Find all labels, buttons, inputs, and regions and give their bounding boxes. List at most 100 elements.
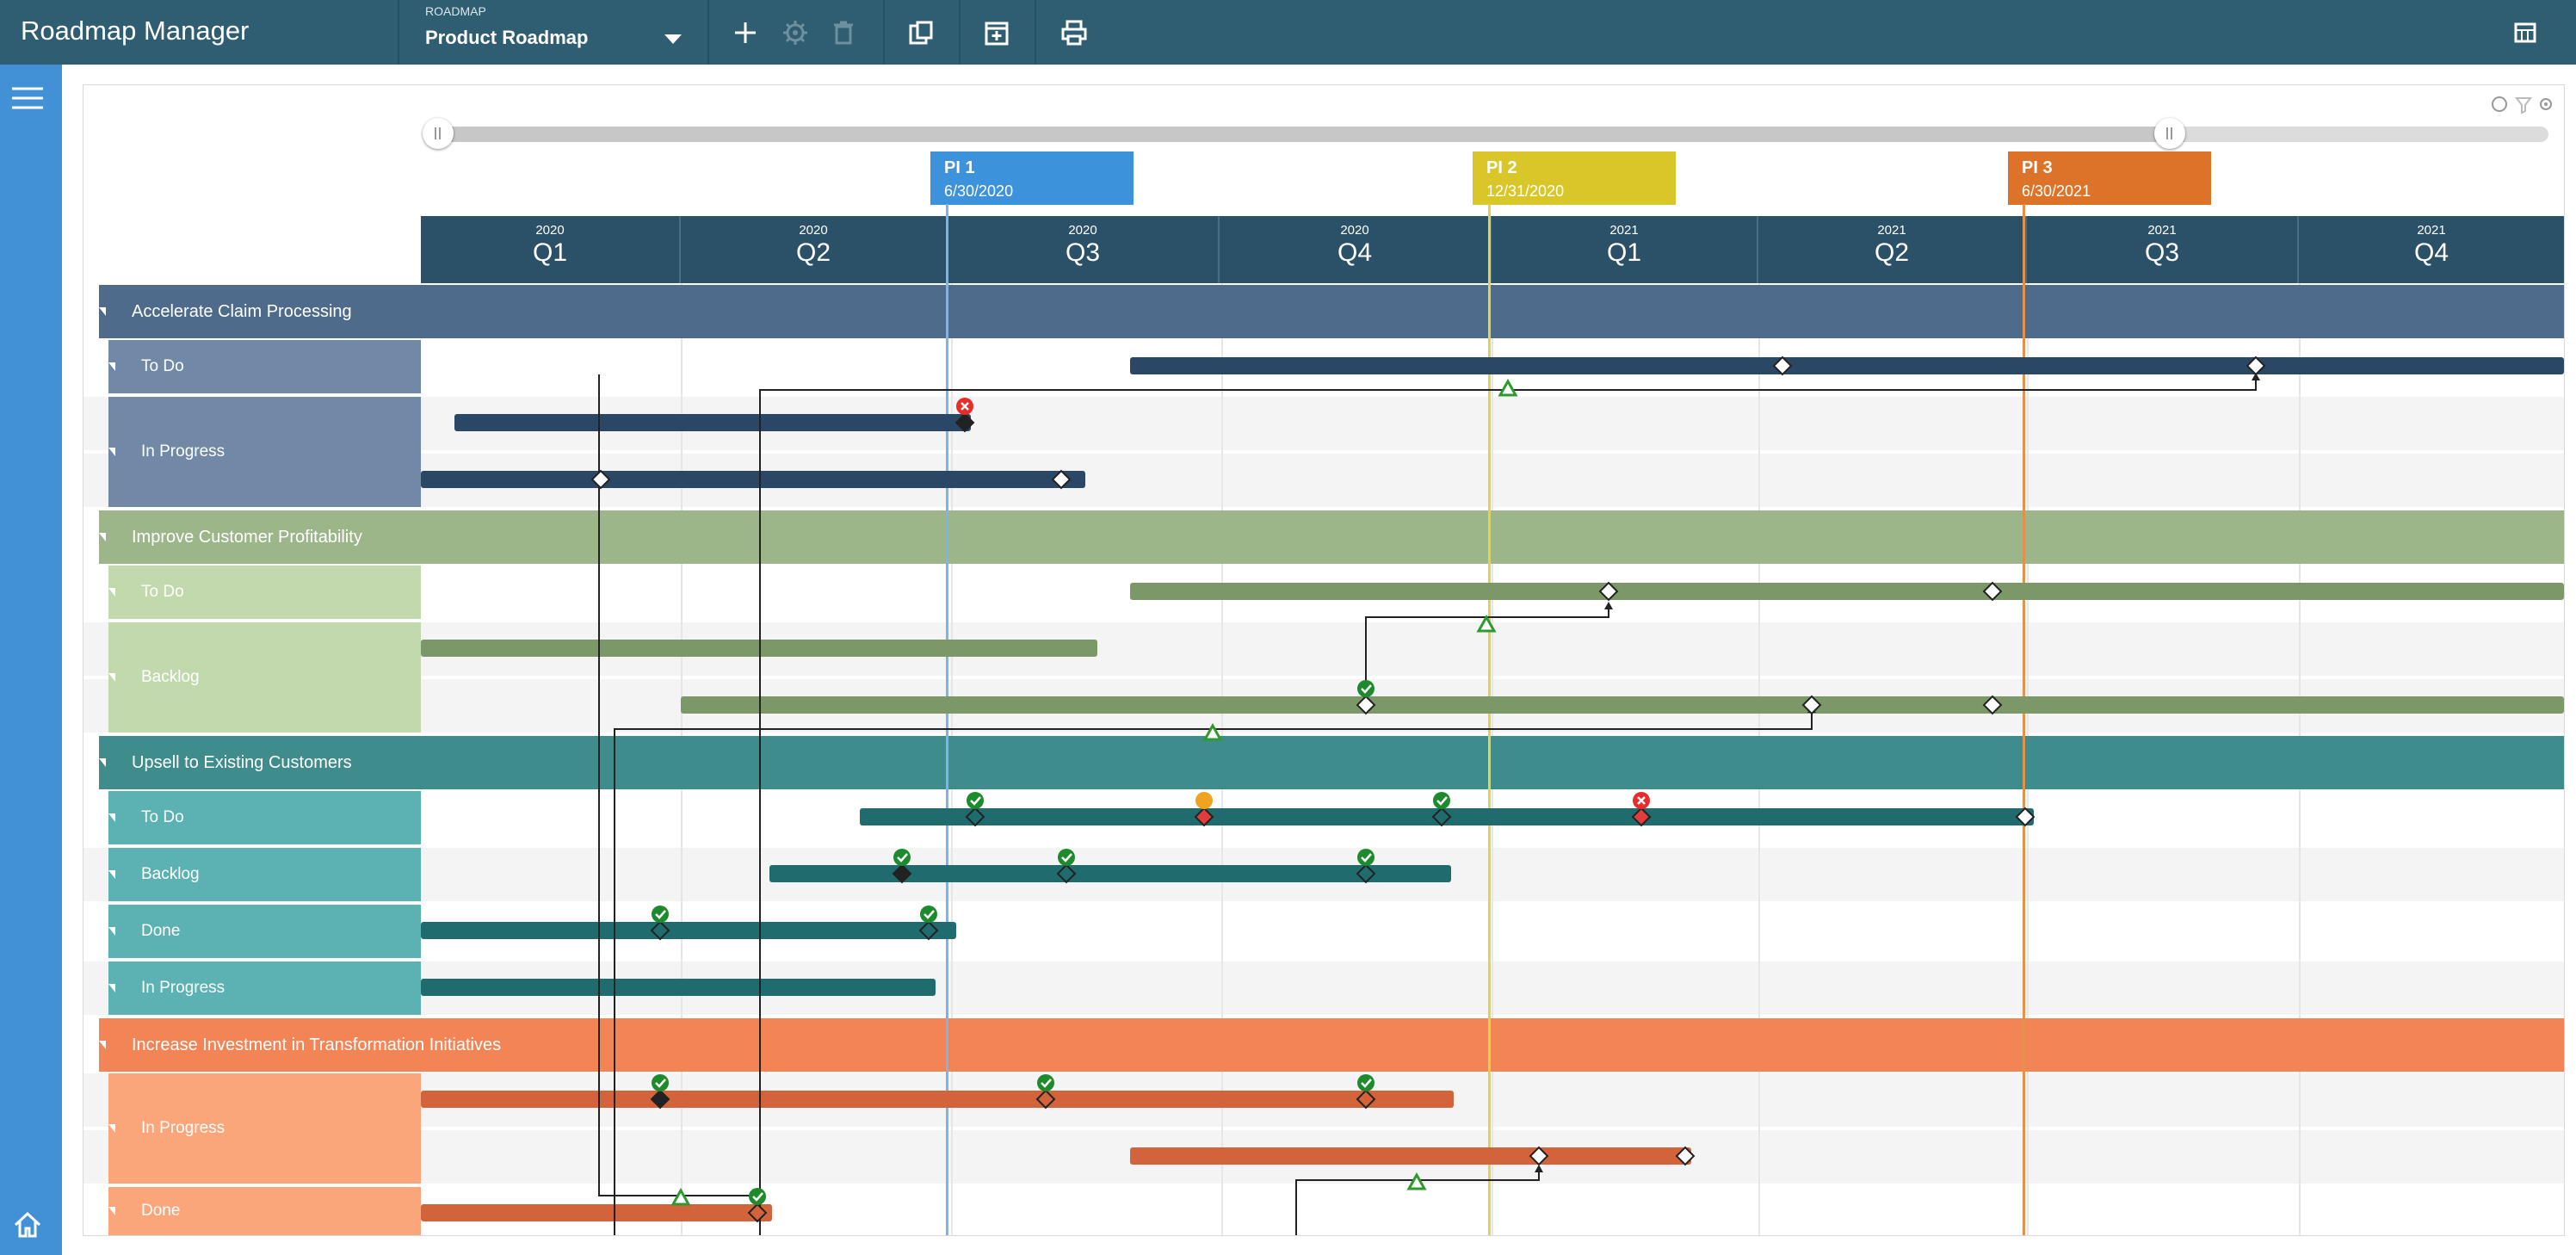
status-label[interactable]: To Do bbox=[108, 791, 421, 844]
roadmap-item-bar[interactable] bbox=[421, 1204, 772, 1221]
pi-flag[interactable]: PI 1 6/30/2020 bbox=[930, 151, 1134, 205]
group-header[interactable]: Accelerate Claim Processing bbox=[99, 285, 352, 338]
group-name: Increase Investment in Transformation In… bbox=[132, 1036, 502, 1054]
collapse-icon[interactable] bbox=[108, 813, 115, 822]
check-status-icon bbox=[893, 849, 911, 866]
status-label[interactable]: Backlog bbox=[108, 622, 421, 733]
dependency-connector bbox=[598, 374, 757, 1196]
slider-start-handle[interactable] bbox=[423, 118, 454, 149]
roadmap-item-bar[interactable] bbox=[421, 1091, 1454, 1108]
calendar-add-icon[interactable] bbox=[979, 15, 1014, 50]
status-label[interactable]: To Do bbox=[108, 340, 421, 393]
group-header[interactable]: Improve Customer Profitability bbox=[99, 510, 362, 564]
roadmap-item-bar[interactable] bbox=[421, 979, 936, 996]
chevron-down-icon[interactable] bbox=[664, 34, 682, 44]
pi-date: 12/31/2020 bbox=[1486, 182, 1565, 200]
pi-name: PI 1 bbox=[944, 158, 975, 177]
status-row-header[interactable] bbox=[108, 848, 421, 901]
top-bar: Roadmap Manager ROADMAP Product Roadmap bbox=[0, 0, 2576, 65]
collapse-icon[interactable] bbox=[99, 1041, 106, 1049]
check-status-icon bbox=[1433, 792, 1450, 809]
pi-date: 6/30/2021 bbox=[2022, 182, 2091, 200]
roadmap-item-bar[interactable] bbox=[454, 414, 971, 431]
collapse-icon[interactable] bbox=[108, 588, 115, 597]
refresh-icon[interactable] bbox=[2492, 96, 2507, 112]
roadmap-item-bar[interactable] bbox=[681, 696, 2564, 714]
collapse-icon[interactable] bbox=[108, 1207, 115, 1215]
group-header[interactable]: Increase Investment in Transformation In… bbox=[99, 1018, 501, 1072]
gear-icon[interactable] bbox=[2540, 98, 2552, 110]
pi-1-marker-line bbox=[946, 204, 948, 1235]
settings-icon[interactable] bbox=[778, 15, 812, 50]
status-name: To Do bbox=[141, 583, 184, 601]
quarter-year: 2021 bbox=[1877, 223, 1906, 238]
status-label[interactable]: Done bbox=[108, 1187, 421, 1235]
quarter-gridline bbox=[1492, 216, 1493, 1235]
collapse-icon[interactable] bbox=[108, 362, 115, 371]
menu-icon[interactable] bbox=[10, 85, 45, 111]
roadmap-item-bar[interactable] bbox=[1130, 357, 2564, 374]
print-icon[interactable] bbox=[1057, 15, 1091, 50]
group-name: Accelerate Claim Processing bbox=[132, 302, 352, 321]
collapse-icon[interactable] bbox=[108, 927, 115, 936]
status-row-header[interactable] bbox=[108, 622, 421, 733]
status-row-header[interactable] bbox=[108, 791, 421, 844]
quarter-gridline bbox=[1221, 216, 1223, 1235]
roadmap-item-bar[interactable] bbox=[1130, 583, 2564, 600]
pi-flag[interactable]: PI 2 12/31/2020 bbox=[1473, 151, 1676, 205]
collapse-icon[interactable] bbox=[99, 758, 106, 767]
filter-icon[interactable] bbox=[2515, 97, 2532, 114]
status-label[interactable]: Backlog bbox=[108, 848, 421, 901]
group-band bbox=[99, 736, 2564, 789]
roadmap-item-bar[interactable] bbox=[421, 471, 1085, 488]
status-label[interactable]: To Do bbox=[108, 566, 421, 619]
status-row-header[interactable] bbox=[108, 1187, 421, 1235]
collapse-icon[interactable] bbox=[99, 533, 106, 541]
collapse-icon[interactable] bbox=[108, 984, 115, 992]
status-name: To Do bbox=[141, 808, 184, 826]
status-label[interactable]: In Progress bbox=[108, 1073, 421, 1184]
add-icon[interactable] bbox=[728, 15, 763, 50]
diamond-milestone-icon bbox=[1982, 695, 2003, 715]
slider-range[interactable] bbox=[438, 127, 2170, 142]
collapse-icon[interactable] bbox=[108, 870, 115, 879]
roadmap-item-bar[interactable] bbox=[421, 922, 956, 939]
status-row-header[interactable] bbox=[108, 397, 421, 507]
status-row-header[interactable] bbox=[108, 961, 421, 1015]
diamond-milestone-icon bbox=[1982, 581, 2003, 602]
pi-3-marker-line bbox=[2023, 204, 2025, 1235]
group-name: Improve Customer Profitability bbox=[132, 528, 362, 547]
status-label[interactable]: Done bbox=[108, 905, 421, 958]
roadmap-item-bar[interactable] bbox=[1130, 1147, 1691, 1165]
collapse-icon[interactable] bbox=[108, 673, 115, 682]
collapse-icon[interactable] bbox=[99, 307, 106, 316]
group-header[interactable]: Upsell to Existing Customers bbox=[99, 736, 352, 789]
layout-icon[interactable] bbox=[2508, 15, 2542, 50]
roadmap-selector-value[interactable]: Product Roadmap bbox=[425, 27, 589, 48]
status-row-header[interactable] bbox=[108, 905, 421, 958]
collapse-icon[interactable] bbox=[108, 448, 115, 456]
status-label[interactable]: In Progress bbox=[108, 397, 421, 507]
status-row-header[interactable] bbox=[108, 566, 421, 619]
status-row-header[interactable] bbox=[108, 1073, 421, 1184]
quarter-gridline bbox=[2299, 216, 2301, 1235]
collapse-icon[interactable] bbox=[108, 1124, 115, 1133]
slider-end-handle[interactable] bbox=[2154, 118, 2185, 149]
roadmap-selector-label: ROADMAP bbox=[425, 4, 486, 18]
quarter-label: Q3 bbox=[1065, 238, 1101, 267]
open-icon[interactable] bbox=[904, 15, 938, 50]
diamond-milestone-icon bbox=[2246, 355, 2266, 376]
quarter-label: Q2 bbox=[795, 238, 831, 267]
group-band bbox=[99, 510, 2564, 564]
toolbar-separator bbox=[1035, 0, 1036, 65]
status-row-header[interactable] bbox=[108, 340, 421, 393]
status-name: Done bbox=[141, 922, 181, 940]
delete-icon[interactable] bbox=[826, 15, 861, 50]
home-icon[interactable] bbox=[12, 1209, 43, 1240]
status-label[interactable]: In Progress bbox=[108, 961, 421, 1015]
diamond-milestone-icon bbox=[1598, 581, 1619, 602]
diamond-milestone-icon bbox=[2015, 807, 2035, 827]
roadmap-item-bar[interactable] bbox=[769, 865, 1451, 882]
pi-name: PI 2 bbox=[1486, 158, 1517, 177]
pi-flag[interactable]: PI 3 6/30/2021 bbox=[2008, 151, 2211, 205]
